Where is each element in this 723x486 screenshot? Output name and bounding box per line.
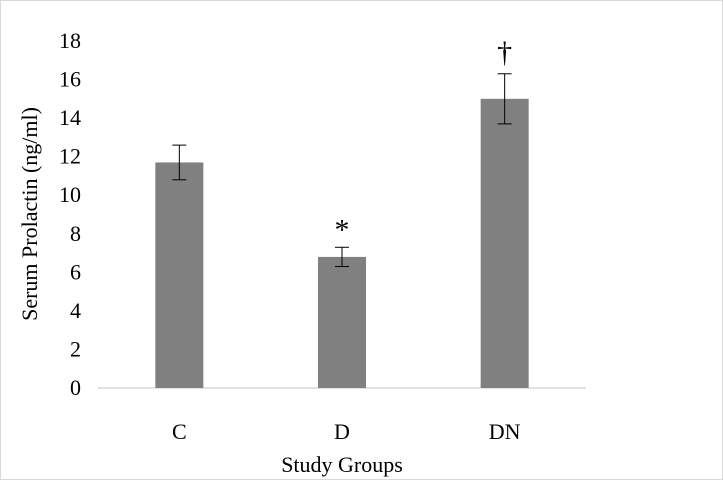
x-category-label-dn: DN [489, 419, 521, 444]
y-axis-ticks: 0 2 4 6 8 10 12 14 16 18 [59, 28, 81, 400]
y-tick-label: 4 [70, 298, 81, 323]
significance-marker-dn: † [497, 36, 512, 69]
error-bars [172, 73, 512, 268]
significance-marker-d: * [335, 213, 350, 246]
y-tick-label: 0 [70, 375, 81, 400]
y-tick-label: 2 [70, 336, 81, 361]
bar-d [318, 256, 366, 388]
bar-dn [480, 98, 529, 388]
y-tick-label: 8 [70, 221, 81, 246]
significance-markers: *† [335, 36, 513, 246]
y-tick-label: 10 [59, 182, 81, 207]
x-category-label-d: D [334, 419, 350, 444]
y-tick-label: 6 [70, 259, 81, 284]
y-tick-label: 14 [59, 105, 81, 130]
y-axis-title: Serum Prolactin (ng/ml) [17, 107, 42, 321]
x-axis-title: Study Groups [281, 452, 403, 477]
x-axis-category-labels: C D DN [172, 419, 521, 444]
bar-c [155, 162, 204, 388]
y-tick-label: 18 [59, 28, 81, 53]
y-tick-label: 16 [59, 67, 81, 92]
x-category-label-c: C [172, 419, 187, 444]
y-tick-label: 12 [59, 144, 81, 169]
bars [155, 98, 529, 388]
